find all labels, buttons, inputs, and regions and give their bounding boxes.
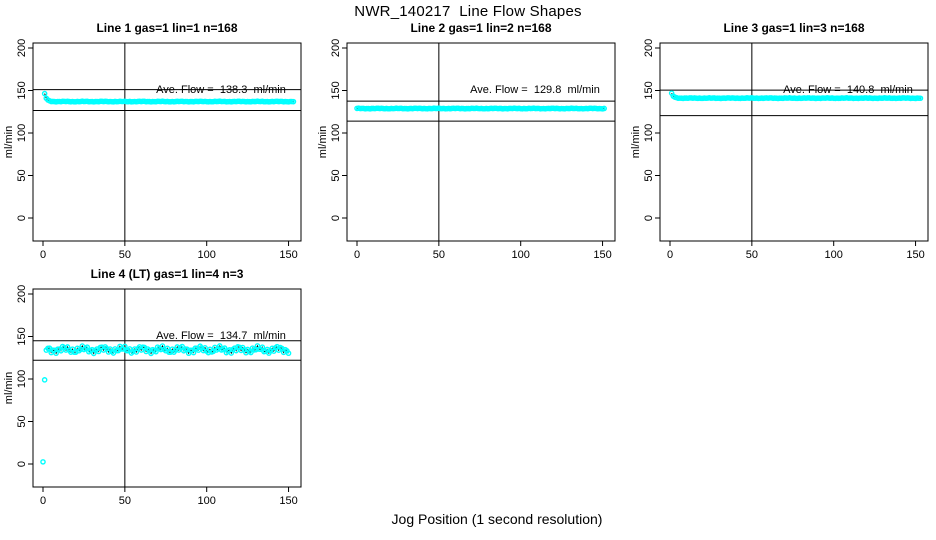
x-tick-label: 100 (198, 495, 216, 507)
data-point (153, 348, 159, 355)
panel-line-2: Line 2 gas=1 lin=2 n=168 ml/min Ave. Flo… (314, 18, 621, 270)
x-tick-label: 100 (825, 249, 843, 261)
x-tick-label: 0 (354, 249, 360, 261)
data-point (917, 95, 924, 102)
plot-svg: 0 50 100 150 0 50 100 150 200 (16, 285, 302, 507)
ave-flow-label: Ave. Flow = 140.8 ml/min (783, 84, 913, 96)
x-tick-label: 100 (512, 249, 530, 261)
x-tick-label: 150 (906, 249, 924, 261)
panel-line-1: Line 1 gas=1 lin=1 n=168 ml/min Ave. Flo… (0, 18, 307, 270)
x-tick-label: 50 (433, 249, 445, 261)
data-point (221, 345, 228, 351)
data-point (601, 105, 607, 112)
data-point (248, 349, 254, 356)
data-point (290, 98, 297, 105)
x-tick-label: 50 (119, 495, 131, 507)
x-tick-label: 50 (119, 249, 131, 261)
y-tick-label: 150 (643, 81, 655, 99)
main-title: NWR_140217 Line Flow Shapes (354, 3, 582, 20)
y-tick-label: 150 (330, 81, 342, 99)
y-tick-label: 200 (16, 39, 28, 57)
y-tick-label: 50 (330, 169, 342, 181)
data-point (259, 344, 266, 351)
x-tick-label: 0 (40, 495, 46, 507)
panel-line-3: Line 3 gas=1 lin=3 n=168 ml/min Ave. Flo… (627, 18, 934, 270)
x-tick-label: 0 (667, 249, 673, 261)
panel-title: Line 2 gas=1 lin=2 n=168 (410, 21, 552, 35)
x-tick-label: 100 (198, 249, 216, 261)
outlier-point (40, 459, 46, 465)
plot-frame (32, 288, 302, 488)
data-point (41, 90, 48, 97)
y-tick-label: 0 (330, 215, 342, 221)
y-tick-label: 150 (16, 327, 28, 345)
data-point (285, 350, 292, 357)
y-tick-label: 100 (16, 370, 28, 388)
panel-title: Line 3 gas=1 lin=3 n=168 (723, 21, 865, 35)
y-tick-label: 200 (643, 39, 655, 57)
data-point (190, 349, 197, 356)
y-tick-label: 100 (643, 124, 655, 142)
panel-title: Line 4 (LT) gas=1 lin=4 n=3 (90, 267, 244, 281)
x-axis-label: Jog Position (1 second resolution) (391, 511, 603, 527)
y-tick-label: 200 (16, 285, 28, 303)
plot-svg: 0 50 100 150 0 50 100 150 200 (643, 39, 929, 261)
plot-svg: 0 50 100 150 0 50 100 150 200 (330, 39, 616, 261)
y-tick-label: 200 (330, 39, 342, 57)
panel-line-4: Line 4 (LT) gas=1 lin=4 n=3 ml/min Ave. … (0, 264, 307, 516)
y-tick-label: 100 (330, 124, 342, 142)
y-tick-label: 150 (16, 81, 28, 99)
y-tick-label: 50 (643, 169, 655, 181)
plot-svg: 0 50 100 150 0 50 100 150 200 (16, 39, 302, 261)
x-tick-label: 150 (593, 249, 611, 261)
y-tick-label: 50 (16, 415, 28, 427)
y-tick-label: 0 (16, 215, 28, 221)
outlier-point (41, 377, 48, 383)
y-tick-label: 100 (16, 124, 28, 142)
plot-frame (346, 42, 616, 242)
panel-title: Line 1 gas=1 lin=1 n=168 (96, 21, 238, 35)
x-tick-label: 0 (40, 249, 46, 261)
y-tick-label: 0 (643, 215, 655, 221)
ave-flow-label: Ave. Flow = 129.8 ml/min (470, 84, 600, 96)
x-tick-label: 50 (746, 249, 758, 261)
plot-frame (659, 42, 929, 242)
ave-flow-label: Ave. Flow = 134.7 ml/min (156, 330, 286, 342)
y-tick-label: 50 (16, 169, 28, 181)
x-tick-label: 150 (279, 495, 297, 507)
plot-frame (32, 42, 302, 242)
y-tick-label: 0 (16, 461, 28, 467)
x-tick-label: 150 (279, 249, 297, 261)
data-point (84, 344, 90, 350)
